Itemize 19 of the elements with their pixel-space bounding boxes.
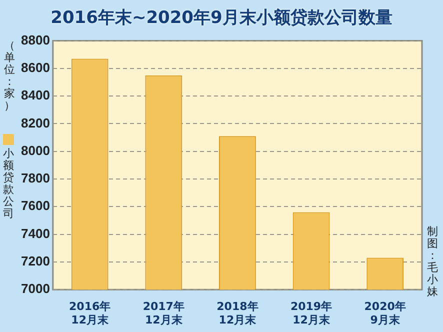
y-tick-label: 8200: [21, 115, 50, 130]
y-tick-label: 8000: [21, 142, 50, 158]
x-tick-label: 2018年 12月末: [216, 300, 258, 326]
y-axis-title: （单位：家）: [4, 39, 15, 112]
x-tick-label: 2016年 12月末: [69, 300, 111, 326]
x-tick-label: 2019年 12月末: [290, 300, 332, 326]
x-tick-label: 2017年 12月末: [142, 300, 184, 326]
y-tick-label: 8600: [21, 60, 50, 76]
y-tick-label: 8800: [21, 32, 50, 48]
y-tick-label: 8400: [21, 88, 50, 103]
y-tick-label: 7800: [21, 170, 50, 186]
y-tick-label: 7400: [21, 226, 50, 241]
x-tick-label: 2020年 9月末: [364, 300, 406, 326]
y-tick-label: 7000: [21, 281, 50, 296]
chart-title: 2016年末~2020年9月末小额贷款公司数量: [50, 7, 394, 29]
y-tick-label: 7200: [21, 254, 50, 269]
text: 制图：毛小妹: [427, 225, 438, 298]
y-tick-label: 7600: [21, 198, 50, 214]
legend-label: 小额贷款公司: [3, 147, 14, 220]
